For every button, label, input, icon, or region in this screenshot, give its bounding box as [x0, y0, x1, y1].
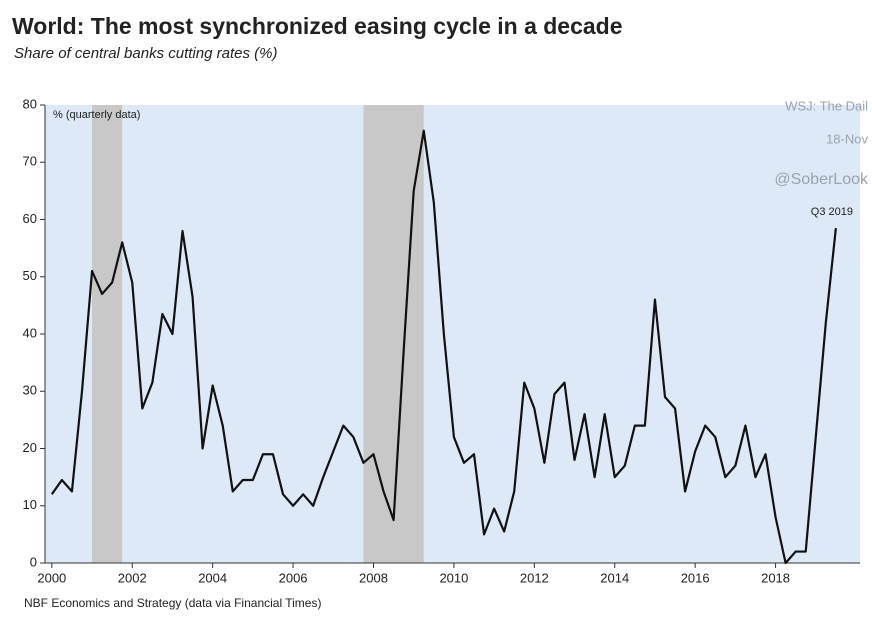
chart-subtitle: Share of central banks cutting rates (%) — [14, 45, 277, 62]
y-note: % (quarterly data) — [53, 109, 140, 121]
y-tick-label: 20 — [23, 440, 37, 455]
data-line — [50, 129, 837, 565]
y-tick-label: 10 — [23, 497, 37, 512]
shaded-period — [92, 105, 123, 563]
x-tick-label: 2010 — [439, 570, 468, 585]
y-tick-label: 50 — [23, 268, 37, 283]
source: NBF Economics and Strategy (data via Fin… — [24, 596, 321, 610]
watermark: 18-Nov — [826, 131, 868, 146]
x-tick-label: 2014 — [600, 570, 629, 585]
x-tick-label: 2008 — [359, 570, 388, 585]
y-tick-label: 0 — [30, 554, 37, 569]
plot-background — [45, 105, 860, 563]
watermark: @SoberLook — [774, 171, 869, 188]
x-tick-label: 2002 — [118, 570, 147, 585]
y-tick-label: 80 — [23, 96, 37, 111]
x-tick-label: 2006 — [279, 570, 308, 585]
y-tick-label: 60 — [23, 211, 37, 226]
x-tick-label: 2004 — [198, 570, 227, 585]
x-tick-label: 2000 — [37, 570, 66, 585]
watermark: WSJ: The Dail — [785, 98, 868, 113]
x-tick-label: 2012 — [520, 570, 549, 585]
chart-title: World: The most synchronized easing cycl… — [12, 13, 623, 39]
x-tick-label: 2018 — [761, 570, 790, 585]
y-tick-label: 30 — [23, 383, 37, 398]
y-tick-label: 40 — [23, 325, 37, 340]
shaded-period — [363, 105, 424, 563]
y-tick-label: 70 — [23, 154, 37, 169]
x-tick-label: 2016 — [681, 570, 710, 585]
point-label: Q3 2019 — [811, 206, 853, 218]
